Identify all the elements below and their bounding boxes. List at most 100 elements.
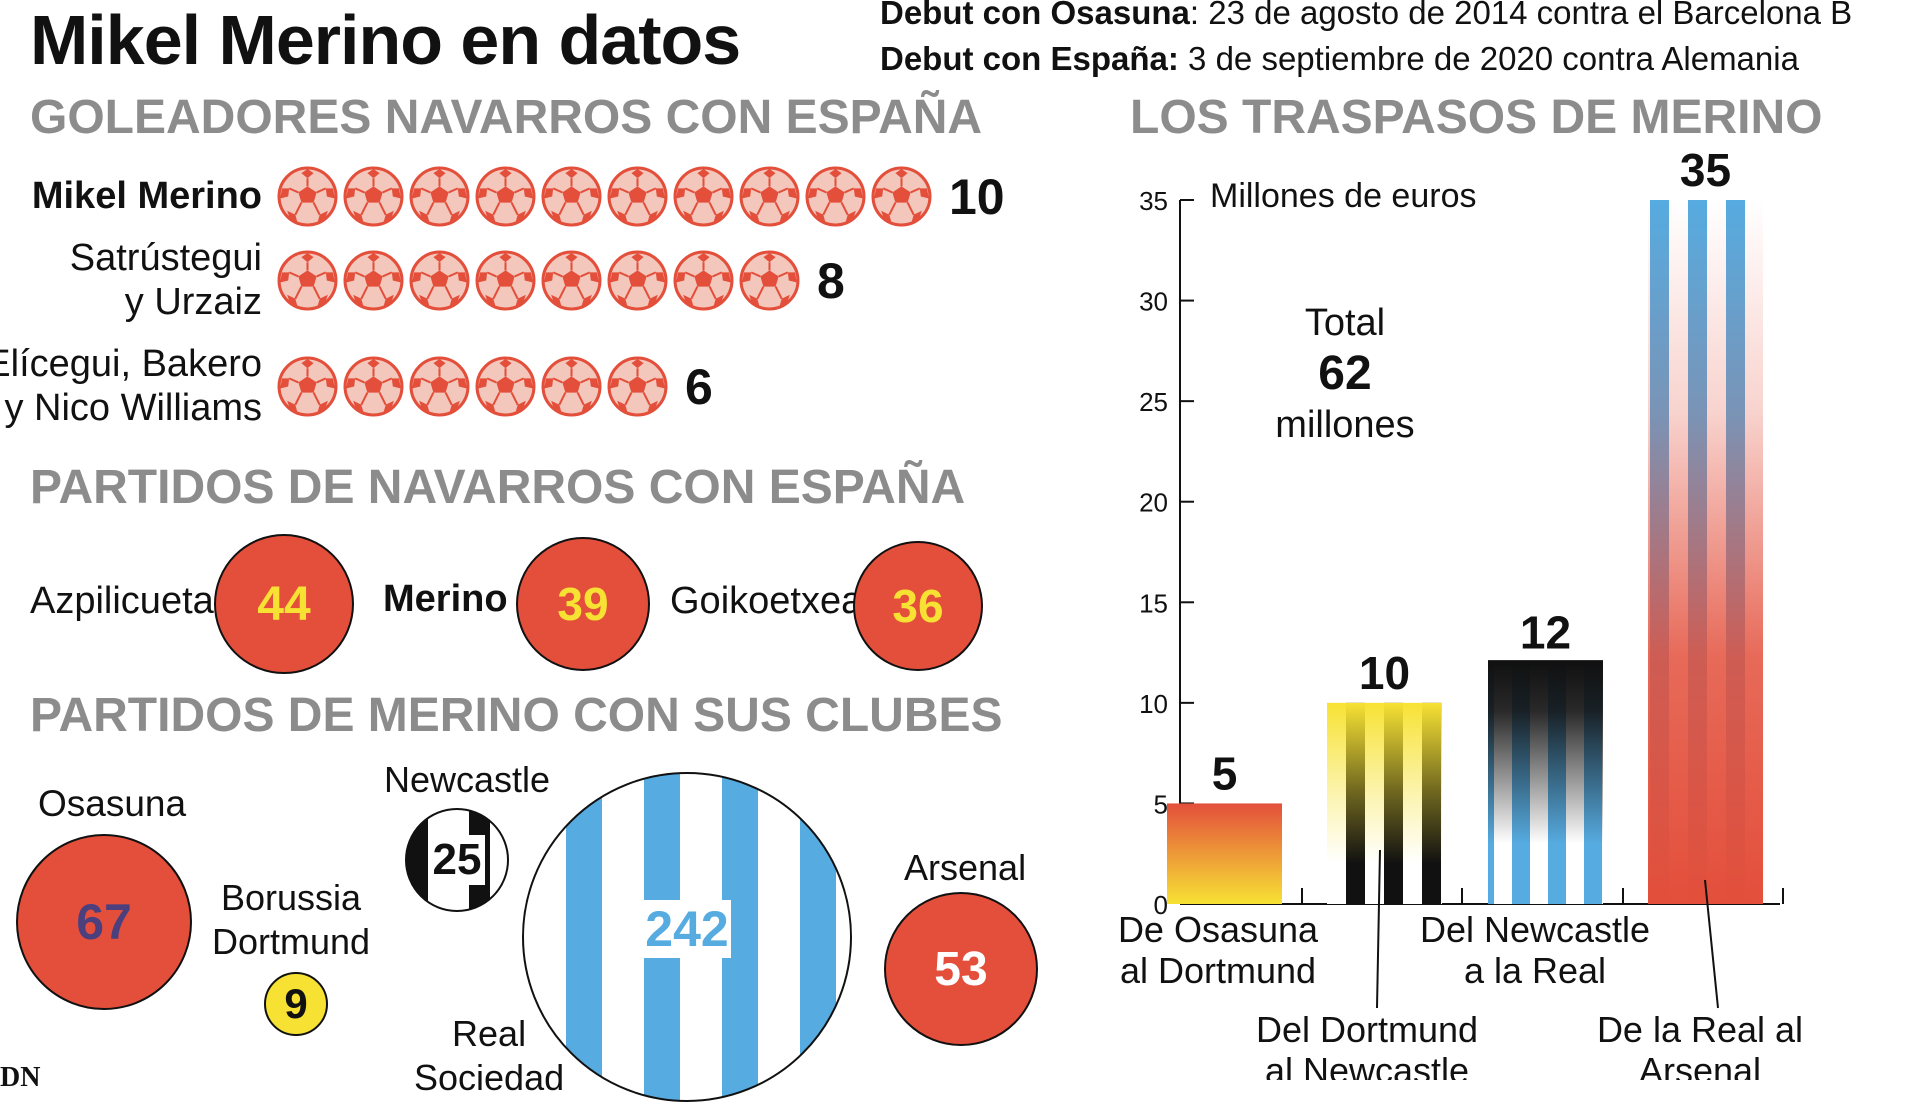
goal-count: 8 [817, 253, 845, 309]
football-icon [805, 166, 866, 227]
debut-osasuna: Debut con Osasuna: 23 de agosto de 2014 … [880, 0, 1852, 32]
category-label: Del Dortmund [1256, 1009, 1478, 1050]
player-label-merino: Merino [383, 578, 508, 620]
total-label: Total [1304, 302, 1386, 344]
football-icon [673, 166, 734, 227]
footer-logo: DN [0, 1062, 41, 1093]
scorer-name-line: Mikel Merino [31, 175, 262, 217]
player-label-azpilicueta: Azpilicueta [30, 580, 214, 622]
scorer-name-line: Elícegui, Bakero [0, 343, 262, 385]
matches-circle-azpilicueta: 44 [214, 534, 354, 674]
club-label-dortmund: Borussia Dortmund [212, 876, 370, 964]
football-icon [739, 166, 800, 227]
debut-osasuna-text: : 23 de agosto de 2014 contra el Barcelo… [1189, 0, 1853, 31]
page-title: Mikel Merino en datos [30, 1, 741, 79]
football-icon [343, 356, 404, 417]
club-value-dortmund: 9 [284, 980, 308, 1027]
debut-osasuna-label: Debut con Osasuna [880, 0, 1190, 31]
football-icon [277, 250, 338, 311]
club-label-arsenal: Arsenal [904, 847, 1027, 888]
club-value-arsenal: 53 [934, 942, 988, 996]
scorer-name-line: y Nico Williams [4, 387, 262, 429]
category-leader-line [1704, 879, 1719, 1009]
matches-value-azpilicueta: 44 [257, 577, 311, 631]
scorer-name: Elícegui, Bakero y Nico Williams [0, 342, 262, 430]
scorers-heading: GOLEADORES NAVARROS CON ESPAÑA [30, 91, 983, 144]
matches-value-merino: 39 [557, 578, 609, 630]
goal-count: 10 [949, 169, 1005, 225]
debut-spain-label: Debut con España: [880, 40, 1179, 77]
football-icon [607, 166, 668, 227]
bar-value-label: 10 [1359, 647, 1410, 699]
spain-matches-heading: PARTIDOS DE NAVARROS CON ESPAÑA [30, 461, 966, 514]
transfers-heading: LOS TRASPASOS DE MERINO [1130, 91, 1823, 144]
goal-count: 6 [685, 359, 713, 415]
club-label-osasuna: Osasuna [38, 783, 187, 824]
football-icon [541, 356, 602, 417]
goal-balls [277, 166, 932, 227]
y-tick-label: 25 [1139, 387, 1168, 417]
y-tick-label: 15 [1139, 588, 1168, 618]
y-axis-label: Millones de euros [1210, 177, 1476, 215]
football-icon [277, 356, 338, 417]
debut-spain-text: 3 de septiembre de 2020 contra Alemania [1178, 40, 1799, 77]
category-label: De la Real al [1597, 1009, 1803, 1050]
football-icon [607, 356, 668, 417]
y-tick-label: 30 [1139, 287, 1168, 317]
club-label-real-sociedad: Real Sociedad [414, 1012, 564, 1100]
y-tick-label: 35 [1139, 186, 1168, 216]
club-label-dortmund-line1: Borussia [221, 877, 362, 918]
y-tick-label: 5 [1154, 789, 1168, 819]
category-leader-line [1376, 849, 1381, 1009]
club-value-real-sociedad: 242 [643, 900, 731, 958]
transfers-total: Total 62 millones [1195, 300, 1495, 448]
club-circle-osasuna: 67 [16, 834, 192, 1010]
football-icon [541, 166, 602, 227]
football-icon [343, 250, 404, 311]
bar [1167, 803, 1282, 904]
club-label-real-line2: Sociedad [414, 1057, 565, 1098]
category-label: a la Real [1464, 950, 1606, 991]
player-label-goikoetxea: Goikoetxea [670, 580, 863, 622]
scorer-name-line: y Urzaiz [124, 281, 262, 323]
bar-value-label: 5 [1212, 747, 1238, 799]
football-icon [277, 166, 338, 227]
club-circle-arsenal: 53 [884, 892, 1038, 1046]
club-label-real-line1: Real [452, 1013, 527, 1054]
club-circle-dortmund: 9 [264, 972, 328, 1036]
category-label: al Dortmund [1120, 950, 1316, 991]
football-icon [871, 166, 932, 227]
football-icon [673, 250, 734, 311]
transfers-chart: 0 5 10 15 20 25 30 35 Millones de euros 5 10 12 35 D… [1118, 144, 1803, 1080]
club-label-newcastle: Newcastle [384, 759, 551, 800]
scorer-name: Mikel Merino [32, 174, 262, 218]
category-label: De Osasuna [1118, 909, 1319, 950]
goal-balls [277, 250, 800, 311]
football-icon [739, 250, 800, 311]
football-icon [475, 356, 536, 417]
football-icon [607, 250, 668, 311]
matches-circle-merino: 39 [516, 537, 650, 671]
bar-value-label: 35 [1680, 144, 1731, 196]
y-tick-label: 20 [1139, 488, 1168, 518]
y-tick-label: 10 [1139, 689, 1168, 719]
scorer-name: Satrústegui y Urzaiz [70, 236, 262, 324]
club-circle-newcastle: 25 [405, 808, 509, 912]
category-label: al Newcastle [1265, 1050, 1469, 1080]
club-circle-real-sociedad: 242 [522, 772, 852, 1102]
debut-spain: Debut con España: 3 de septiembre de 202… [880, 40, 1799, 78]
club-value-newcastle: 25 [428, 835, 486, 885]
goal-balls [277, 356, 668, 417]
football-icon [541, 250, 602, 311]
category-label: Arsenal [1639, 1050, 1761, 1080]
club-label-dortmund-line2: Dortmund [212, 921, 371, 962]
bar-overlay [1327, 702, 1442, 904]
bar-overlay [1488, 662, 1603, 904]
scorer-name-line: Satrústegui [69, 237, 262, 279]
football-icon [475, 166, 536, 227]
matches-circle-goikoetxea: 36 [853, 541, 983, 671]
bar-value-label: 12 [1520, 607, 1571, 659]
club-value-osasuna: 67 [76, 894, 132, 950]
category-label: Del Newcastle [1420, 909, 1650, 950]
matches-value-goikoetxea: 36 [892, 580, 944, 632]
